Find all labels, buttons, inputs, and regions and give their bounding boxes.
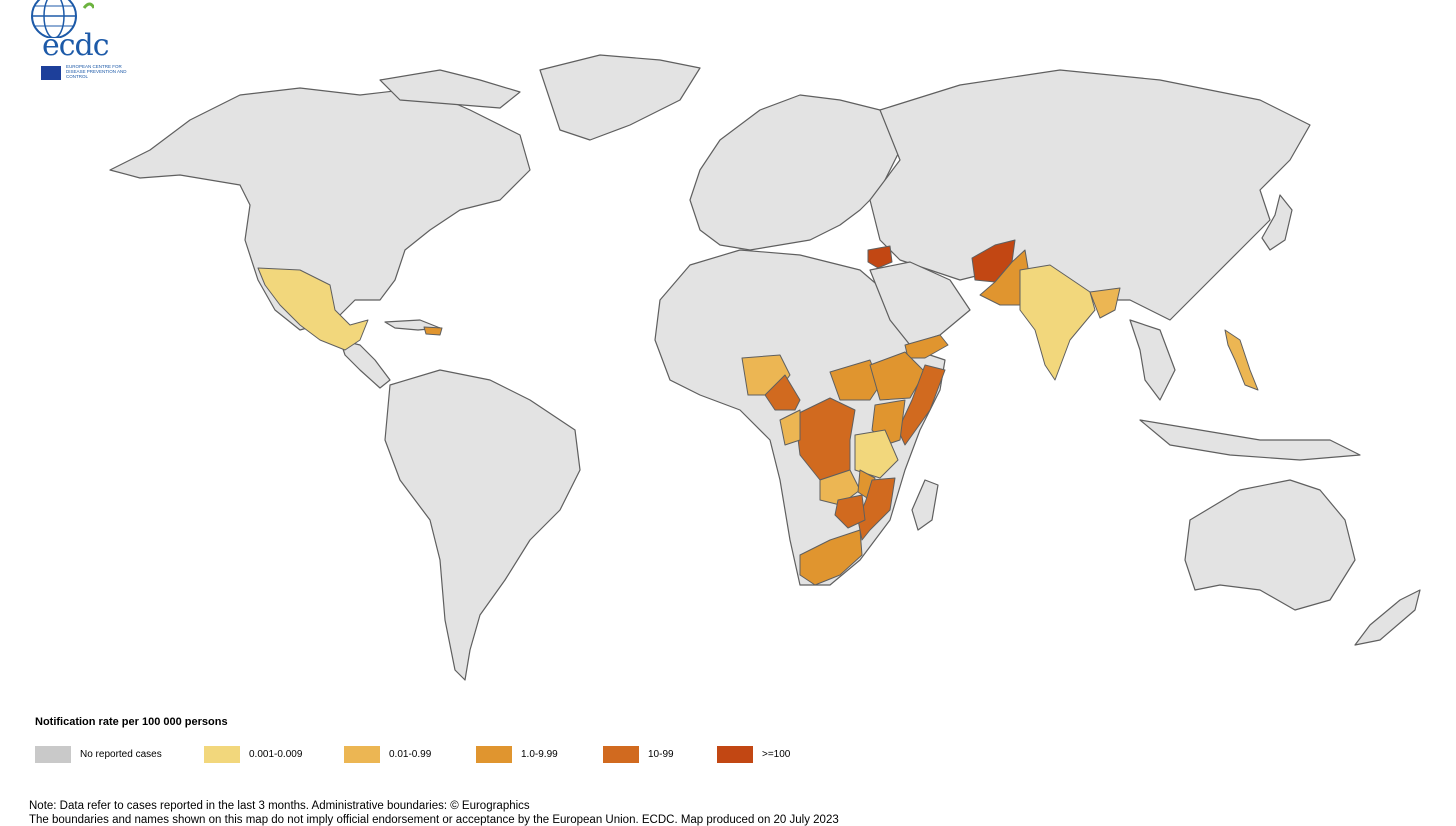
new-zealand xyxy=(1354,589,1421,646)
south-africa xyxy=(799,529,863,586)
legend-swatch xyxy=(204,745,240,763)
legend-swatch xyxy=(603,745,639,763)
japan xyxy=(1261,194,1293,251)
map-note: Note: Data refer to cases reported in th… xyxy=(29,800,530,812)
legend-title: Notification rate per 100 000 persons xyxy=(35,716,228,728)
madagascar xyxy=(911,479,939,531)
legend-item-10: 10-99 xyxy=(603,745,674,763)
cameroon xyxy=(764,374,801,411)
mozambique xyxy=(857,477,896,541)
sudan xyxy=(829,359,881,401)
haiti xyxy=(423,326,443,336)
globe-icon xyxy=(31,0,94,38)
india xyxy=(1019,264,1096,381)
map-disclaimer: The boundaries and names shown on this m… xyxy=(29,814,839,826)
eu-flag-icon xyxy=(41,66,61,80)
congo xyxy=(779,409,801,446)
logo-wordmark: ecdc xyxy=(42,28,110,63)
central-america xyxy=(339,339,391,389)
syria xyxy=(867,245,893,269)
legend-swatch xyxy=(476,745,512,763)
indonesia xyxy=(1139,419,1361,461)
greenland xyxy=(539,54,701,141)
legend-label: No reported cases xyxy=(80,748,162,760)
arctic-islands xyxy=(379,69,521,109)
southeast-asia xyxy=(1129,319,1176,401)
logo-subtitle: European Centre for Disease Prevention a… xyxy=(66,64,127,79)
world-map xyxy=(109,54,1421,681)
legend-label: 10-99 xyxy=(648,748,674,760)
legend-label: 0.01-0.99 xyxy=(389,748,432,760)
legend-label: >=100 xyxy=(762,748,791,760)
legend-item-1: 1.0-9.99 xyxy=(476,745,558,763)
legend-swatch xyxy=(717,745,753,763)
drc xyxy=(794,397,856,481)
north-america xyxy=(109,87,531,331)
legend-item-no-cases: No reported cases xyxy=(35,745,162,763)
legend-item-0001: 0.001-0.009 xyxy=(204,745,302,763)
somalia xyxy=(897,364,946,446)
arabia xyxy=(869,261,971,346)
legend-label: 1.0-9.99 xyxy=(521,748,558,760)
legend-label: 0.001-0.009 xyxy=(249,748,303,760)
australia xyxy=(1184,479,1356,611)
legend-swatch xyxy=(35,745,71,763)
zimbabwe xyxy=(834,494,866,529)
legend-item-100: >=100 xyxy=(717,745,790,763)
philippines xyxy=(1224,329,1259,391)
legend-swatch xyxy=(344,745,380,763)
tanzania xyxy=(854,429,899,479)
mexico xyxy=(257,267,369,351)
legend-item-001: 0.01-0.99 xyxy=(344,745,431,763)
bangladesh xyxy=(1089,287,1121,319)
europe xyxy=(689,94,901,251)
ecdc-logo: ecdc European Centre for Disease Prevent… xyxy=(8,0,128,86)
south-america xyxy=(384,369,581,681)
